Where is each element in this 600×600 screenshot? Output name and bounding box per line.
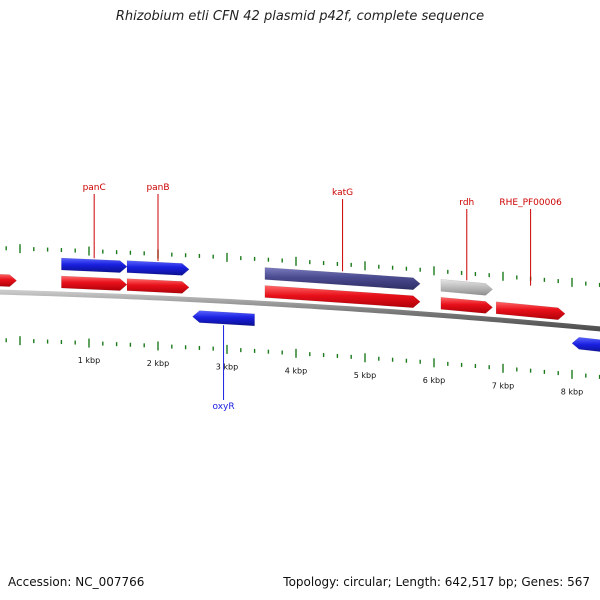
genome-stats-text: Topology: circular; Length: 642,517 bp; … [283, 575, 590, 589]
gene-label[interactable]: katG [332, 188, 353, 198]
gene-arrow-rdh-misc[interactable] [440, 279, 493, 296]
gene-arrow[interactable] [0, 273, 17, 287]
gene-arrow-panb[interactable] [126, 278, 190, 294]
gene-arrow-panb-cds[interactable] [126, 260, 190, 276]
scale-label: 6 kbp [423, 376, 445, 385]
scale-label: 5 kbp [354, 371, 376, 380]
gene-features [0, 257, 600, 353]
scale-labels: 1 kbp 2 kbp 3 kbp 4 kbp 5 kbp 6 kbp 7 kbp 8 kbp [78, 356, 583, 396]
gene-label[interactable]: oxyR [212, 402, 234, 412]
gene-label[interactable]: rdh [459, 198, 474, 208]
gene-arrow-panc[interactable] [61, 275, 128, 291]
gene-label[interactable]: panB [146, 183, 169, 193]
backbone-group [0, 289, 600, 332]
scale-label: 3 kbp [216, 362, 238, 371]
gene-arrow-katg-cds[interactable] [264, 267, 421, 290]
accession-text: Accession: NC_007766 [8, 575, 145, 589]
gene-label[interactable]: panC [83, 183, 106, 193]
backbone-line [0, 289, 600, 332]
gene-arrow-panc-cds[interactable] [61, 257, 128, 273]
gene-arrow-katg[interactable] [264, 285, 421, 308]
gene-arrow-rhe_pf00006[interactable] [495, 301, 566, 320]
gene-arrow-rdh[interactable] [440, 297, 493, 314]
scale-label: 7 kbp [492, 381, 514, 390]
gene-labels: panC panB oxyR katG rdh RHE_PF00006 [83, 183, 563, 412]
scale-label: 1 kbp [78, 356, 100, 365]
scale-label: 2 kbp [147, 359, 169, 368]
gene-arrow-oxyr[interactable] [192, 310, 255, 327]
scale-label: 8 kbp [561, 387, 583, 396]
gene-arrow[interactable] [571, 337, 600, 353]
map-title: Rhizobium etli CFN 42 plasmid p42f, comp… [115, 9, 485, 24]
gene-label[interactable]: RHE_PF00006 [499, 198, 562, 208]
scale-label: 4 kbp [285, 366, 307, 375]
tick-row-inner [5, 336, 600, 379]
